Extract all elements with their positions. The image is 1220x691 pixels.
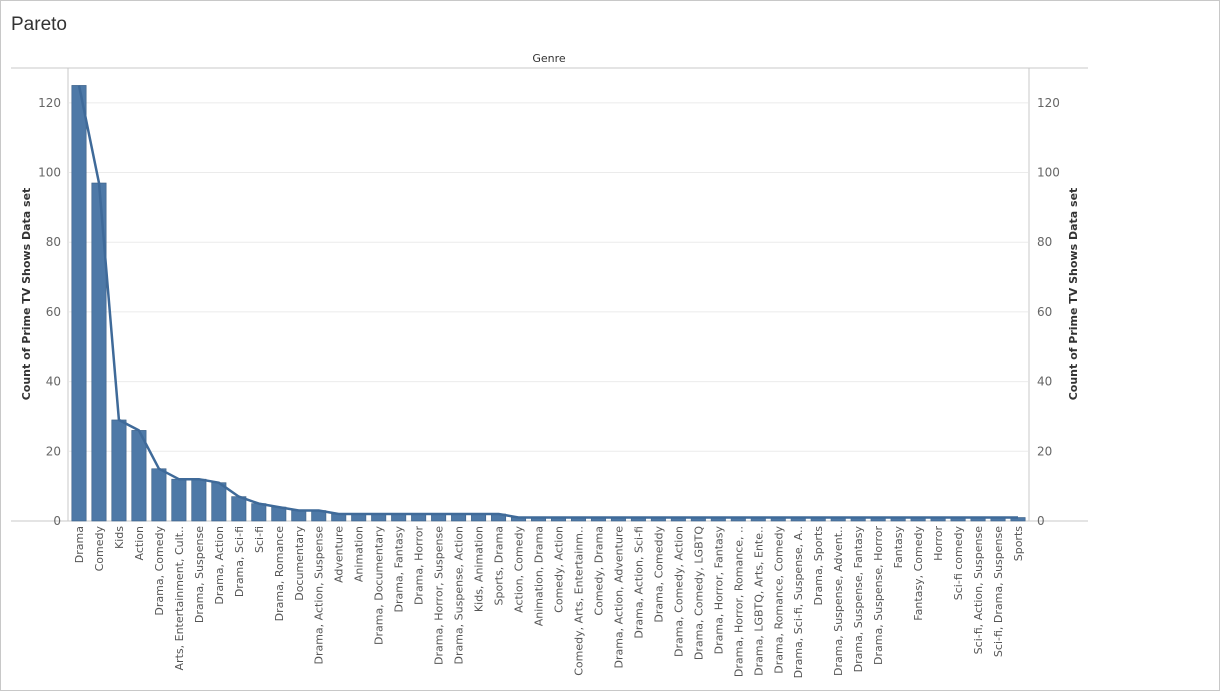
category-label: Fantasy	[892, 526, 905, 569]
category-label: Sports	[1012, 526, 1025, 562]
category-label: Drama, Sci-fi, Suspense, A..	[792, 526, 805, 678]
bar[interactable]	[251, 503, 267, 522]
right-axis-ticks: 0 20 40 60 80 100 120	[1037, 96, 1060, 528]
line-series	[77, 85, 1018, 519]
category-label: Drama, Comedy, Action	[672, 526, 685, 657]
left-axis-tick-label: 100	[38, 166, 61, 180]
category-label: Drama, Suspense, Advent..	[832, 526, 845, 676]
category-label: Drama, Sci-fi	[233, 526, 246, 597]
category-label: Drama, Comedy	[153, 526, 166, 616]
series-line[interactable]	[77, 85, 1018, 519]
right-axis-tick-label: 40	[1037, 375, 1052, 389]
category-label: Animation	[353, 526, 366, 582]
category-label: Sci-fi	[253, 526, 266, 553]
right-axis-tick-label: 80	[1037, 235, 1052, 249]
category-label: Action	[133, 526, 146, 560]
left-axis-tick-label: 20	[46, 444, 61, 458]
category-label: Drama, Suspense	[193, 526, 206, 623]
right-axis-title: Count of Prime TV Shows Data set	[1067, 188, 1080, 401]
category-label: Comedy, Arts, Entertainm..	[573, 526, 586, 676]
category-label: Drama, Comeddy	[652, 526, 665, 623]
category-label: Comedy, Action	[553, 526, 566, 613]
bar-series	[71, 85, 1026, 522]
category-label: Drama, Suspense, Fantasy	[852, 526, 865, 673]
category-labels: Drama Comedy Kids Action Drama, Comedy Arts, …	[73, 526, 1025, 679]
category-label: Comedy	[93, 526, 106, 572]
category-label: Sci-fi, Action, Suspense	[972, 526, 985, 655]
bar[interactable]	[1010, 517, 1026, 522]
category-label: Drama, Horror, Suspense	[433, 526, 446, 665]
right-axis-tick-label: 60	[1037, 305, 1052, 319]
category-label: Drama, Action, Adventure	[612, 526, 625, 669]
category-label: Documentary	[293, 526, 306, 601]
page-title: Pareto	[11, 14, 67, 35]
category-label: Arts, Entertainment, Cult..	[173, 526, 186, 670]
bar[interactable]	[211, 482, 227, 522]
left-axis-tick-label: 80	[46, 235, 61, 249]
category-label: Drama, Horror	[413, 526, 426, 606]
category-label: Kids, Animation	[473, 526, 486, 612]
category-label: Animation, Drama	[533, 526, 546, 626]
category-label: Drama, LGBTQ, Arts, Ente..	[752, 526, 765, 676]
right-axis-tick-label: 20	[1037, 444, 1052, 458]
right-axis-tick-label: 0	[1037, 514, 1045, 528]
category-label: Drama, Action, Suspense	[313, 526, 326, 665]
category-label: Sci-fi, Drama, Suspense	[992, 526, 1005, 657]
bar[interactable]	[151, 468, 167, 522]
category-label: Kids	[113, 526, 126, 549]
category-label: Sci-fi comedy	[952, 526, 965, 601]
bar[interactable]	[171, 478, 187, 522]
category-label: Drama, Action	[213, 526, 226, 605]
left-axis-tick-label: 40	[46, 375, 61, 389]
category-label: Drama, Suspense, Horror	[872, 526, 885, 665]
category-label: Fantasy, Comedy	[912, 526, 925, 621]
category-label: Drama, Romance	[273, 526, 286, 622]
category-label: Drama, Romance, Comedy	[772, 526, 785, 674]
category-label: Action, Comedy	[513, 526, 526, 613]
bar[interactable]	[131, 430, 147, 522]
left-axis-tick-label: 60	[46, 305, 61, 319]
category-label: Comedy, Drama	[592, 526, 605, 616]
category-label: Drama, Sports	[812, 526, 825, 606]
bar[interactable]	[291, 510, 307, 522]
category-label: Sports, Drama	[493, 526, 506, 605]
category-label: Horror	[932, 526, 945, 561]
left-axis-tick-label: 120	[38, 96, 61, 110]
bar[interactable]	[231, 496, 247, 522]
category-label: Drama, Comedy, LGBTQ	[692, 526, 705, 660]
left-axis-tick-label: 0	[53, 514, 61, 528]
right-axis-tick-label: 100	[1037, 166, 1060, 180]
category-label: Drama, Horror, Romance, ..	[732, 526, 745, 677]
bar[interactable]	[191, 478, 207, 522]
category-label: Drama, Documentary	[373, 526, 386, 645]
category-label: Adventure	[333, 526, 346, 583]
gridlines	[69, 102, 1028, 452]
left-axis-title: Count of Prime TV Shows Data set	[20, 188, 33, 401]
bar[interactable]	[71, 85, 87, 522]
category-label: Drama, Fantasy	[393, 526, 406, 613]
bar[interactable]	[111, 419, 127, 522]
category-label: Drama	[73, 526, 86, 563]
left-axis-ticks: 0 20 40 60 80 100 120	[38, 96, 61, 528]
category-label: Drama, Action, Sci-fi	[632, 526, 645, 639]
column-header-genre: Genre	[532, 52, 566, 65]
category-label: Drama, Horror, Fantasy	[712, 526, 725, 655]
right-axis-tick-label: 120	[1037, 96, 1060, 110]
category-label: Drama, Suspense, Action	[453, 526, 466, 665]
